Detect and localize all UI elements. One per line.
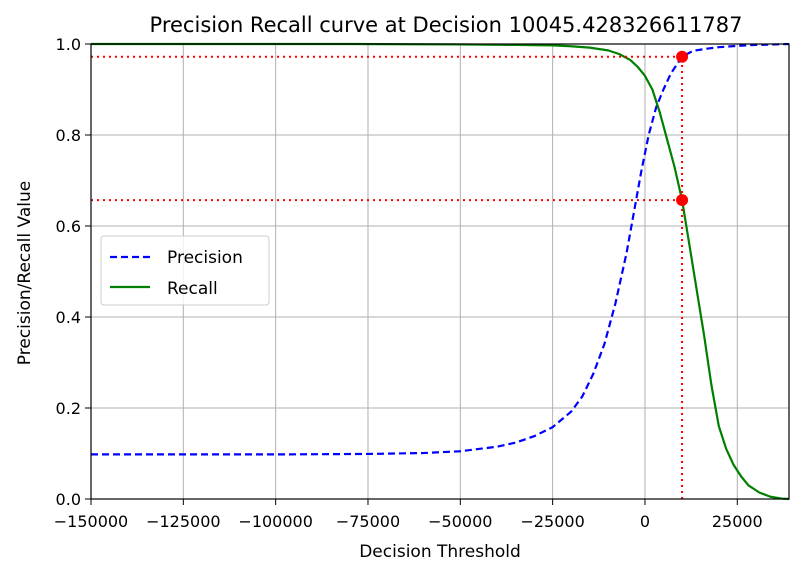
x-tick-label-3: −75000 [336, 512, 400, 531]
y-axis-title: Precision/Recall Value [15, 181, 35, 365]
axes-frame [90, 43, 790, 500]
y-tick-label-1: 0.2 [56, 399, 81, 418]
x-tick-label-6: 0 [640, 512, 650, 531]
chart-title: Precision Recall curve at Decision 10045… [150, 13, 743, 37]
threshold-marker-1 [676, 194, 689, 207]
y-tick-label-2: 0.4 [56, 308, 81, 327]
plot-area: −150000 −125000 −100000 −75000 −50000 −25000 0… [54, 35, 790, 531]
series-line-recall [91, 42, 790, 501]
x-tick-label-0: −150000 [54, 512, 128, 531]
y-tick-label-4: 0.8 [56, 126, 81, 145]
y-tick-label-0: 0.0 [56, 490, 81, 509]
x-tick-label-4: −50000 [428, 512, 492, 531]
x-tick-label-7: 25000 [712, 512, 763, 531]
x-tick-label-5: −25000 [520, 512, 584, 531]
y-tick-label-3: 0.6 [56, 217, 81, 236]
legend-recall-label: Recall [167, 279, 218, 299]
threshold-marker-0 [676, 50, 689, 63]
legend-precision-label: Precision [167, 248, 243, 268]
series-line-precision [91, 42, 790, 456]
x-tick-label-1: −125000 [146, 512, 220, 531]
y-tick-label-5: 1.0 [56, 35, 81, 54]
legend: Precision Recall [100, 235, 270, 306]
x-tick-label-2: −100000 [238, 512, 312, 531]
x-axis-title: Decision Threshold [359, 542, 521, 562]
